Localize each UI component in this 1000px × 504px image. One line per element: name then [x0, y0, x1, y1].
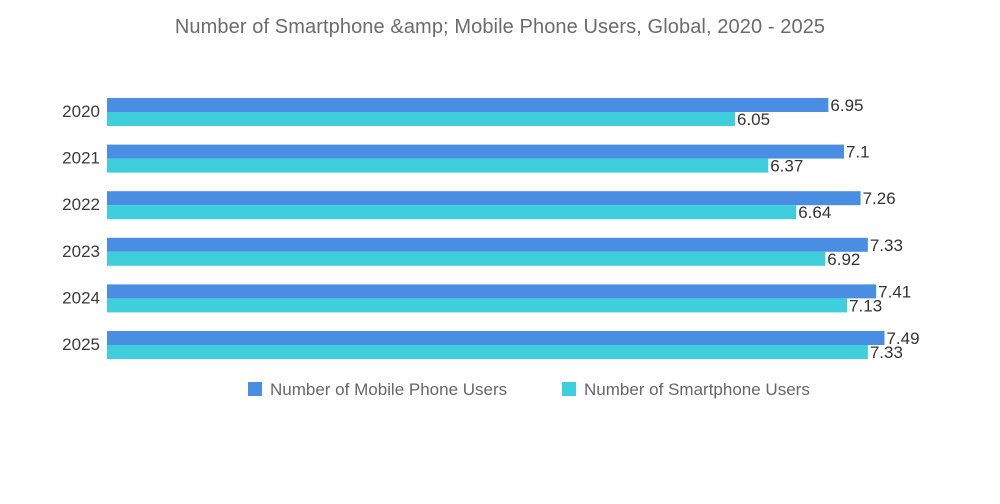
y-tick-label: 2022: [62, 195, 100, 214]
bar-smartphone: [107, 112, 735, 126]
bars: [107, 98, 885, 359]
legend-swatch: [248, 382, 262, 396]
data-label: 7.13: [849, 296, 882, 315]
y-tick-label: 2023: [62, 242, 100, 261]
bar-mobile: [107, 237, 868, 252]
y-tick-label: 2020: [62, 102, 100, 121]
data-label: 6.95: [830, 96, 863, 115]
data-label: 6.05: [737, 110, 770, 129]
data-label: 7.33: [870, 236, 903, 255]
data-label: 7.33: [870, 343, 903, 362]
bar-smartphone: [107, 251, 826, 266]
bar-mobile: [107, 284, 877, 299]
bar-mobile: [107, 98, 829, 112]
bar-smartphone: [107, 345, 868, 359]
bar-smartphone: [107, 298, 848, 313]
legend: Number of Mobile Phone Users Number of Sm…: [248, 380, 810, 399]
data-label: 6.37: [770, 157, 803, 176]
legend-label: Number of Smartphone Users: [584, 380, 810, 399]
data-labels: 6.956.057.16.377.266.647.336.927.417.137…: [737, 96, 920, 362]
bar-mobile: [107, 191, 861, 206]
bar-smartphone: [107, 158, 769, 173]
data-label: 7.26: [863, 189, 896, 208]
bar-mobile: [107, 331, 885, 345]
legend-swatch: [562, 382, 576, 396]
data-label: 6.64: [798, 203, 831, 222]
y-axis-labels: 2020 2021 2022 2023 2024 2025: [62, 102, 100, 354]
y-tick-label: 2021: [62, 149, 100, 168]
bar-mobile: [107, 144, 844, 159]
chart-title: Number of Smartphone &amp; Mobile Phone …: [174, 16, 826, 38]
y-tick-label: 2024: [62, 288, 100, 307]
data-label: 7.1: [846, 143, 870, 162]
y-tick-label: 2025: [62, 335, 100, 354]
data-label: 7.41: [878, 282, 911, 301]
data-label: 7.49: [886, 329, 919, 348]
data-label: 6.92: [827, 250, 860, 269]
bar-smartphone: [107, 205, 797, 220]
legend-label: Number of Mobile Phone Users: [270, 380, 507, 399]
